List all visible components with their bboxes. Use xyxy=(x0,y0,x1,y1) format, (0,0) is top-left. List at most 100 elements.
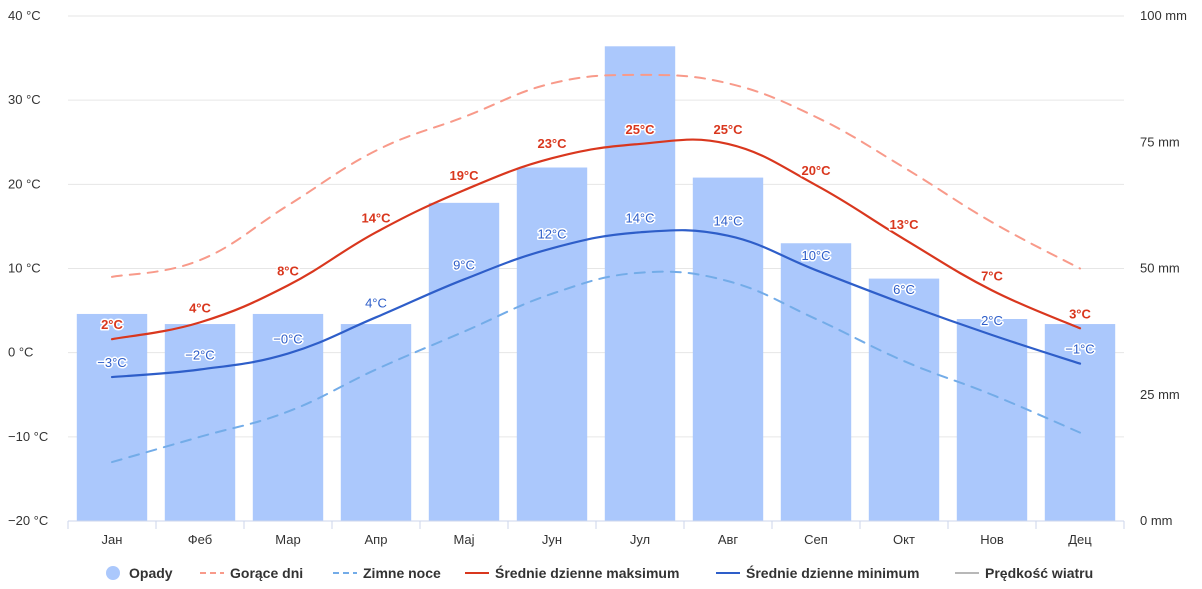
y-left-tick-label: −10 °C xyxy=(8,429,48,444)
legend-item[interactable]: Średnie dzienne maksimum xyxy=(465,564,679,581)
max-temp-label: 7°C xyxy=(981,268,1003,283)
max-temp-label: 25°C xyxy=(625,122,655,137)
x-tick-label: Мај xyxy=(453,532,474,547)
max-temp-label-halo: 3°C xyxy=(1069,306,1091,321)
min-temp-label: 4°C xyxy=(365,295,387,310)
max-temp-label: 2°C xyxy=(101,317,123,332)
max-temp-label-halo: 23°C xyxy=(537,136,567,151)
max-temp-label: 13°C xyxy=(889,217,919,232)
max-temp-label: 25°C xyxy=(713,122,743,137)
y-right-tick-label: 0 mm xyxy=(1140,513,1173,528)
min-temp-label: 14°C xyxy=(625,210,654,225)
min-temp-label-halo: −3°C xyxy=(97,355,126,370)
min-temp-label: 6°C xyxy=(893,282,915,297)
y-axis-left: −20 °C −10 °C 0 °C 10 °C 20 °C 30 °C 40 °C xyxy=(8,8,48,528)
precipitation-bars xyxy=(76,46,1116,522)
min-temp-label-halo: −1°C xyxy=(1065,342,1094,357)
x-tick-label: Феб xyxy=(188,532,212,547)
legend-symbol xyxy=(106,566,120,580)
y-left-tick-label: 40 °C xyxy=(8,8,41,23)
precipitation-bar xyxy=(780,243,852,521)
x-tick-label: Јун xyxy=(542,532,562,547)
max-temp-label: 8°C xyxy=(277,263,299,278)
min-temp-label: 10°C xyxy=(801,248,830,263)
min-temp-label: 9°C xyxy=(453,257,475,272)
precipitation-bar xyxy=(76,313,148,521)
legend-label: Prędkość wiatru xyxy=(985,565,1093,581)
max-temp-label-halo: 7°C xyxy=(981,268,1003,283)
x-tick-label: Апр xyxy=(365,532,388,547)
min-temp-label-halo: 14°C xyxy=(713,214,742,229)
max-temp-label-halo: 20°C xyxy=(801,163,831,178)
max-temp-label-halo: 14°C xyxy=(361,210,391,225)
precipitation-bar xyxy=(164,324,236,521)
max-temp-label-halo: 19°C xyxy=(449,168,479,183)
x-tick-label: Нов xyxy=(980,532,1004,547)
x-tick-label: Мар xyxy=(275,532,300,547)
legend-item[interactable]: Średnie dzienne minimum xyxy=(716,564,919,581)
min-temp-label-halo: 2°C xyxy=(981,313,1003,328)
min-temp-label-halo: −2°C xyxy=(185,348,214,363)
x-tick-label: Окт xyxy=(893,532,915,547)
max-temp-label-halo: 8°C xyxy=(277,263,299,278)
max-temp-label: 4°C xyxy=(189,300,211,315)
max-temp-label: 3°C xyxy=(1069,306,1091,321)
max-temp-label: 23°C xyxy=(537,136,567,151)
x-tick-label: Авг xyxy=(718,532,739,547)
min-temp-label-halo: 6°C xyxy=(893,282,915,297)
legend-label: Średnie dzienne maksimum xyxy=(495,564,679,581)
min-temp-label: 14°C xyxy=(713,214,742,229)
min-temp-label: −1°C xyxy=(1065,342,1094,357)
precipitation-bar xyxy=(868,278,940,521)
y-left-tick-label: 30 °C xyxy=(8,92,41,107)
precipitation-bar xyxy=(340,324,412,521)
precipitation-bar xyxy=(252,313,324,521)
min-temp-label: 12°C xyxy=(537,226,566,241)
legend-item[interactable]: Opady xyxy=(106,565,173,581)
min-temp-label-halo: 12°C xyxy=(537,226,566,241)
temperature-lines xyxy=(110,73,1082,464)
x-axis: Јан Феб Мар Апр Мај Јун Јул Авг Сеп Окт Нов Дец xyxy=(67,520,1125,547)
legend-label: Opady xyxy=(129,565,173,581)
x-tick-label: Дец xyxy=(1068,532,1092,547)
legend-label: Średnie dzienne minimum xyxy=(746,564,919,581)
precipitation-bar xyxy=(516,167,588,521)
x-tick-label: Јул xyxy=(630,532,650,547)
y-left-tick-label: 10 °C xyxy=(8,261,41,276)
max-temp-label-halo: 25°C xyxy=(713,122,743,137)
min-temp-label-halo: 4°C xyxy=(365,295,387,310)
y-right-tick-label: 25 mm xyxy=(1140,387,1180,402)
min-temp-label: −0°C xyxy=(273,332,302,347)
y-left-tick-label: −20 °C xyxy=(8,513,48,528)
grid-lines xyxy=(68,15,1124,522)
legend-item[interactable]: Gorące dni xyxy=(200,565,303,581)
y-right-tick-label: 75 mm xyxy=(1140,134,1180,149)
x-tick-label: Јан xyxy=(102,532,123,547)
max-temp-label-halo: 25°C xyxy=(625,122,655,137)
y-axis-right: 0 mm 25 mm 50 mm 75 mm 100 mm xyxy=(1140,8,1187,528)
max-temp-label: 20°C xyxy=(801,163,831,178)
precipitation-bar xyxy=(956,319,1028,521)
precipitation-bar xyxy=(604,46,676,522)
max-temp-label-halo: 4°C xyxy=(189,300,211,315)
min-temp-label-halo: 10°C xyxy=(801,248,830,263)
legend-item[interactable]: Zimne noce xyxy=(333,565,441,581)
y-right-tick-label: 100 mm xyxy=(1140,8,1187,23)
x-tick-label: Сеп xyxy=(804,532,828,547)
y-right-tick-label: 50 mm xyxy=(1140,261,1180,276)
hot-days-line xyxy=(111,73,1081,278)
legend-label: Gorące dni xyxy=(230,565,303,581)
cold-nights-line xyxy=(111,270,1081,464)
legend-item[interactable]: Prędkość wiatru xyxy=(955,565,1093,581)
avg-min-line xyxy=(110,229,1082,379)
avg-max-line xyxy=(110,138,1082,341)
max-temp-label-halo: 13°C xyxy=(889,217,919,232)
min-temp-label-halo: −0°C xyxy=(273,332,302,347)
min-temp-label: −2°C xyxy=(185,348,214,363)
min-temp-label: −3°C xyxy=(97,355,126,370)
legend[interactable]: Opady Gorące dni Zimne noce Średnie dzienne… xyxy=(106,564,1093,581)
precipitation-bar xyxy=(692,177,764,521)
max-temp-label-halo: 2°C xyxy=(101,317,123,332)
max-temp-label: 14°C xyxy=(361,210,391,225)
